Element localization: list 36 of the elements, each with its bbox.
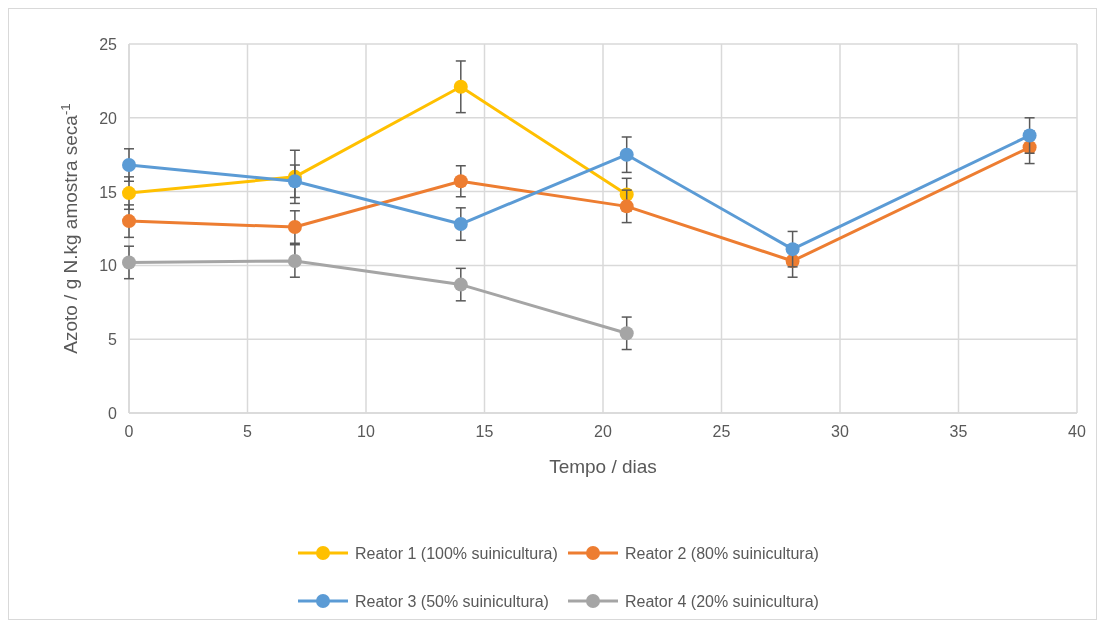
x-tick-label: 40	[1068, 423, 1086, 440]
point	[122, 186, 136, 201]
x-tick-label: 0	[124, 423, 134, 440]
y-tick-label: 5	[108, 331, 118, 349]
y-tick-label: 25	[99, 36, 118, 53]
y-tick-label: 10	[99, 257, 118, 275]
x-tick-label: 5	[243, 423, 253, 440]
x-tick-label: 25	[712, 423, 731, 440]
legend-label: Reator 4 (20% suinicultura)	[625, 593, 819, 610]
y-tick-label: 0	[108, 405, 118, 422]
point	[287, 253, 302, 268]
legend-label: Reator 1 (100% suinicultura)	[355, 545, 558, 562]
point	[287, 174, 302, 189]
x-tick-label: 20	[594, 423, 612, 440]
legend-label: Reator 2 (80% suinicultura)	[625, 545, 819, 562]
point	[453, 79, 468, 94]
point	[287, 220, 302, 235]
x-tick-label: 30	[831, 423, 849, 440]
x-axis-title: Tempo / dias	[549, 456, 657, 477]
point	[785, 242, 800, 257]
y-tick-label: 20	[99, 109, 118, 127]
point	[122, 158, 136, 173]
x-tick-label: 10	[357, 423, 375, 440]
point	[453, 174, 468, 189]
point	[619, 326, 634, 341]
point	[122, 255, 136, 270]
point	[453, 217, 468, 232]
legend-label: Reator 3 (50% suinicultura)	[355, 593, 549, 610]
point	[619, 147, 634, 162]
point	[453, 277, 468, 292]
point	[1022, 128, 1037, 143]
y-tick-label: 15	[99, 183, 118, 201]
x-tick-label: 15	[475, 423, 494, 440]
point	[122, 214, 136, 229]
x-tick-label: 35	[949, 423, 968, 440]
point	[619, 199, 634, 214]
